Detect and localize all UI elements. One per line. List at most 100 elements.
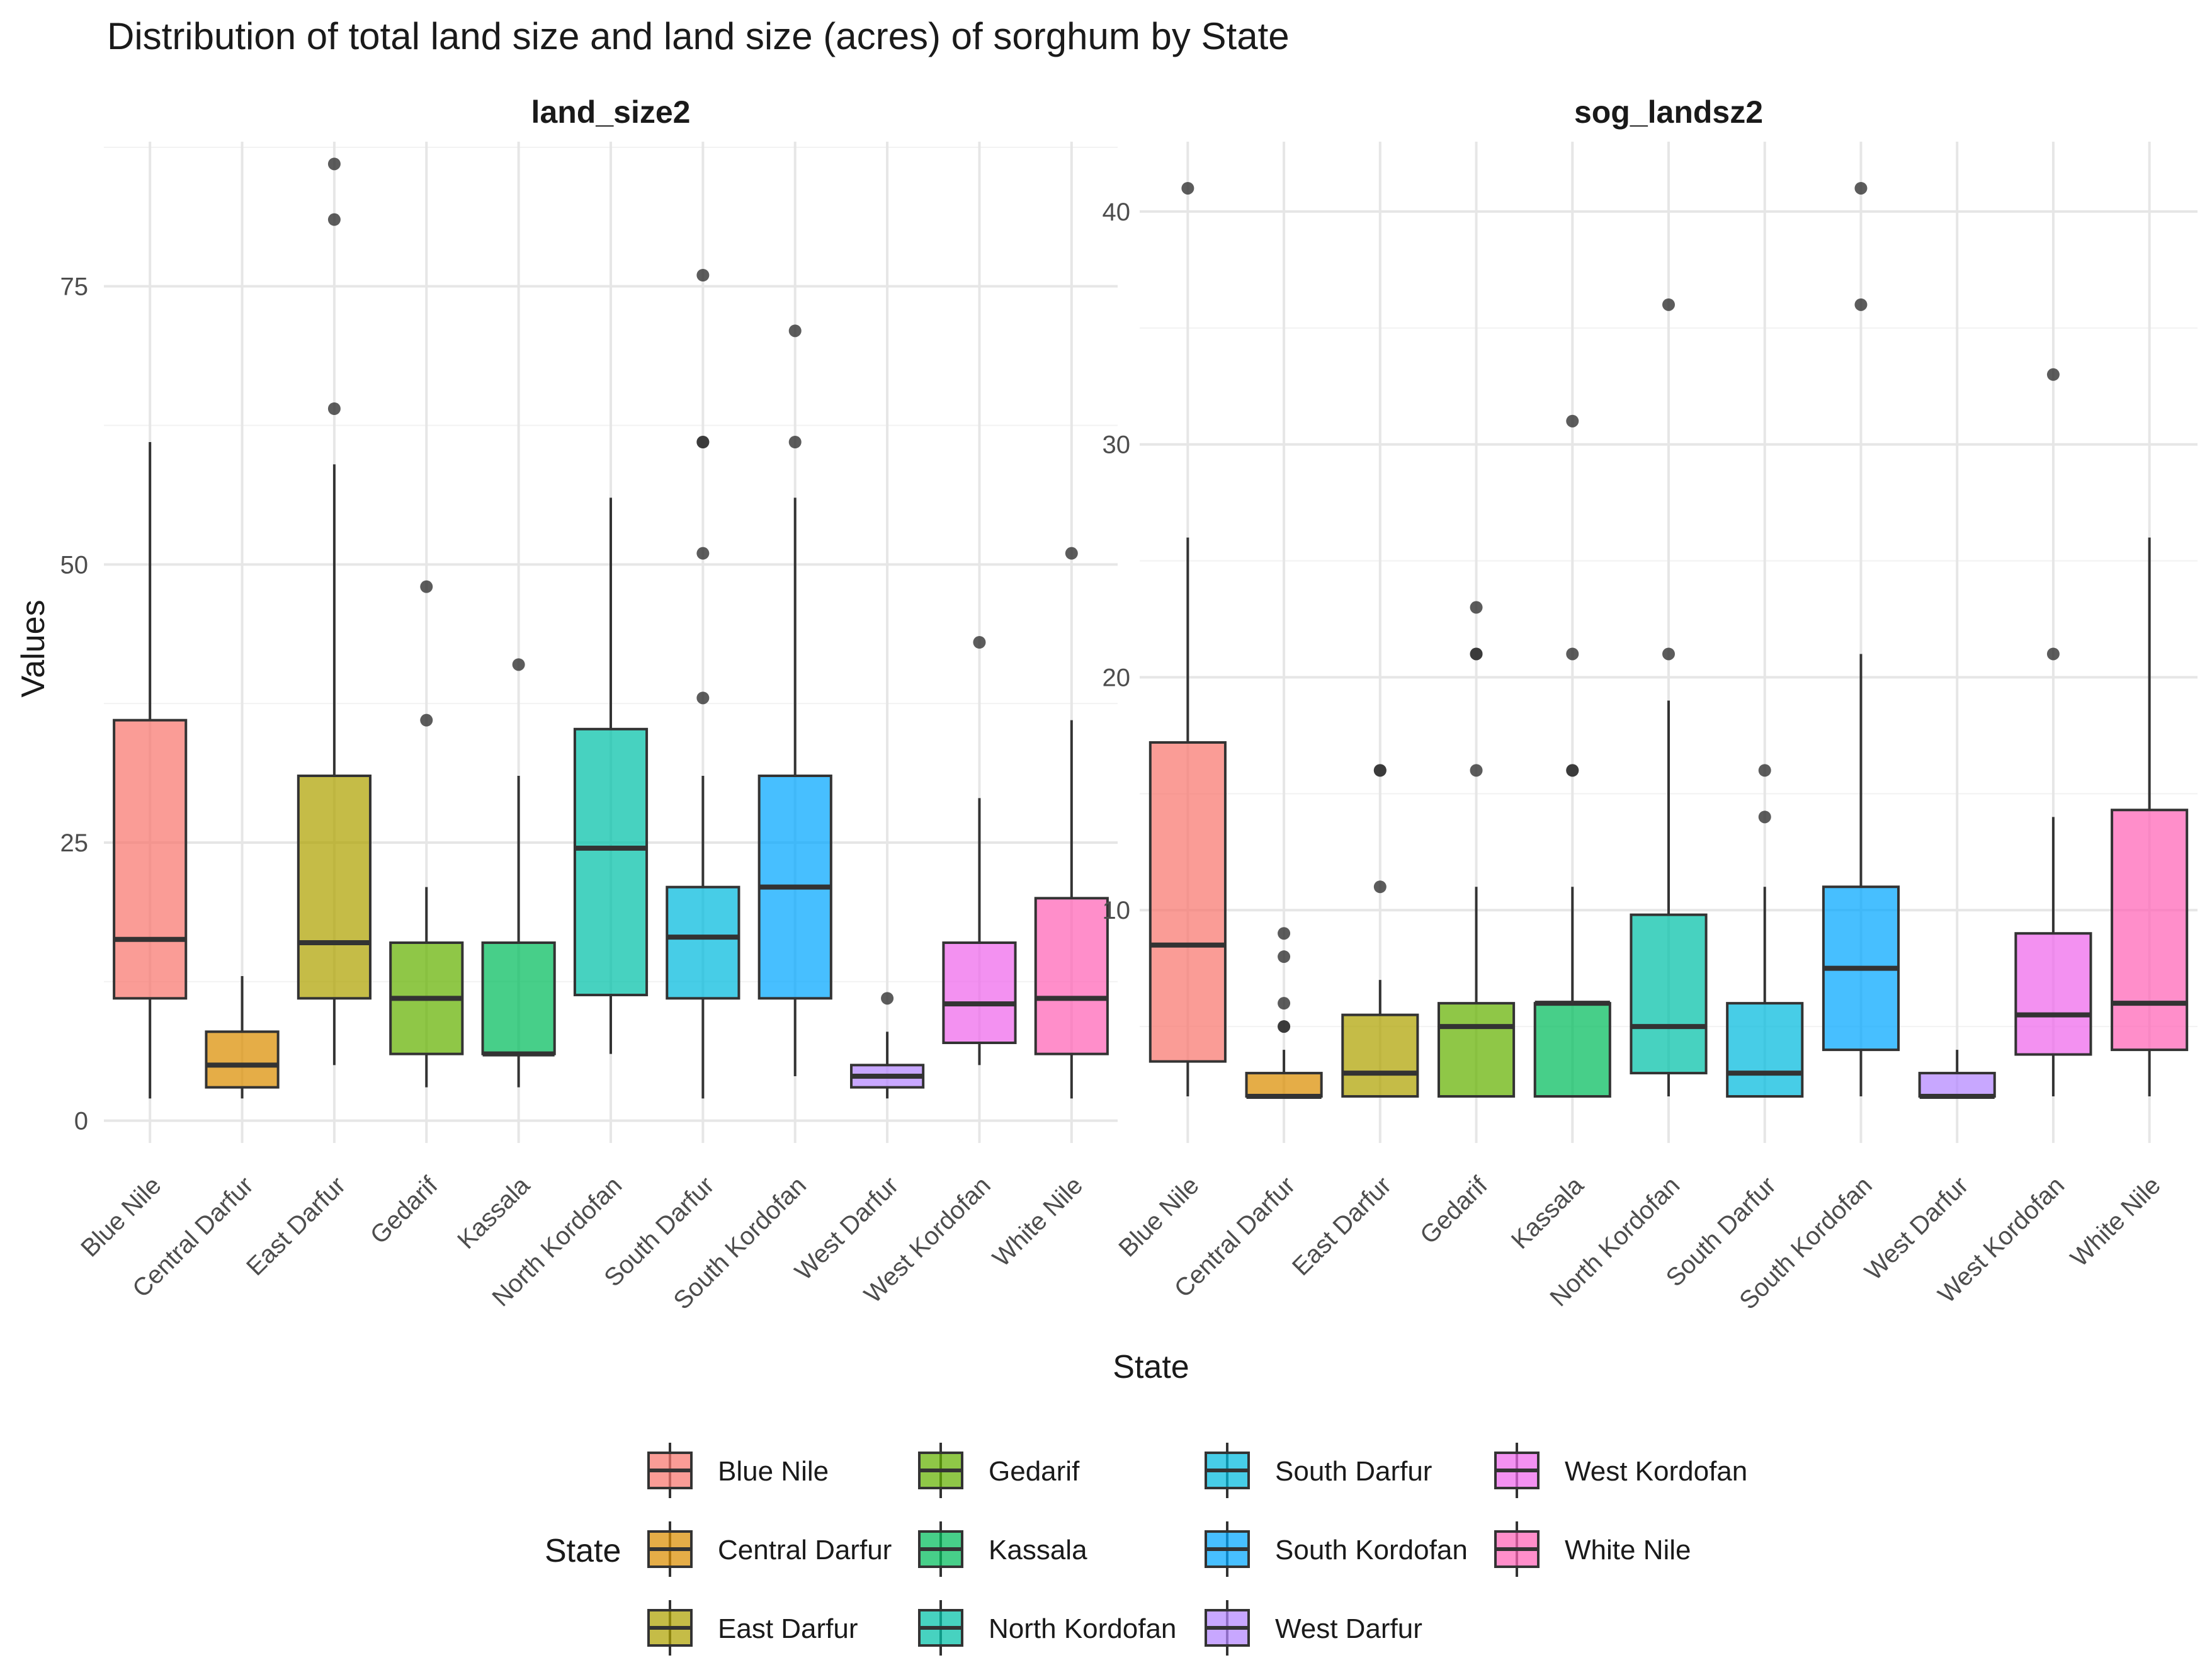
y-tick-label: 50 — [60, 551, 89, 579]
box-body — [297, 775, 372, 1000]
outlier-point — [420, 580, 433, 593]
box-west-darfur — [850, 992, 925, 1099]
box-body — [1034, 897, 1109, 1055]
outlier-point — [327, 402, 341, 415]
y-tick-label: 75 — [60, 273, 89, 301]
box-body — [1630, 913, 1708, 1075]
legend-item-central-darfur: Central Darfur — [647, 1521, 892, 1577]
legend-item-kassala: Kassala — [918, 1521, 1087, 1577]
outlier-point — [1373, 764, 1387, 777]
box-west-kordofan — [942, 636, 1017, 1065]
x-tick-label: Kassala — [452, 1171, 535, 1254]
y-axis-title: Values — [15, 600, 52, 697]
outlier-point — [327, 213, 341, 226]
box-south-kordofan — [1822, 181, 1900, 1097]
y-tick-label: 25 — [60, 829, 89, 857]
outlier-point — [327, 157, 341, 171]
box-central-darfur — [1245, 927, 1323, 1100]
outlier-point — [788, 436, 802, 448]
outlier-point — [1662, 298, 1675, 311]
legend-item-north-kordofan: North Kordofan — [918, 1600, 1176, 1656]
legend-item-white-nile: White Nile — [1494, 1521, 1691, 1577]
box-body — [1149, 741, 1227, 1063]
box-body — [1726, 1002, 1804, 1098]
outlier-point — [696, 547, 710, 560]
chart-title: Distribution of total land size and land… — [107, 15, 1290, 57]
box-blue-nile — [113, 442, 188, 1099]
x-tick-label: Kassala — [1506, 1171, 1589, 1254]
box-body — [2014, 932, 2092, 1056]
box-gedarif — [389, 580, 464, 1088]
box-north-kordofan — [1630, 298, 1708, 1097]
box-white-nile — [2111, 537, 2189, 1097]
y-tick-label: 20 — [1103, 664, 1131, 691]
box-body — [1245, 1072, 1323, 1098]
outlier-point — [696, 269, 710, 281]
outlier-point — [1470, 601, 1483, 614]
outlier-point — [1758, 764, 1771, 777]
box-body — [1918, 1072, 1996, 1098]
box-blue-nile — [1149, 181, 1227, 1097]
x-tick-label: Gedarif — [1415, 1171, 1493, 1249]
outlier-point — [973, 636, 986, 649]
box-gedarif — [1437, 601, 1516, 1098]
box-body — [2111, 809, 2189, 1052]
legend-item-south-kordofan: South Kordofan — [1205, 1521, 1468, 1577]
y-tick-label: 10 — [1103, 897, 1131, 924]
legend-item-blue-nile: Blue Nile — [647, 1443, 829, 1498]
outlier-point — [1566, 764, 1579, 777]
outlier-point — [1470, 647, 1483, 661]
box-white-nile — [1034, 547, 1109, 1099]
outlier-point — [1278, 950, 1291, 963]
legend-title: State — [545, 1533, 621, 1569]
box-west-kordofan — [2014, 368, 2092, 1097]
outlier-point — [2046, 647, 2060, 661]
outlier-point — [1278, 997, 1291, 1010]
legend-label: West Darfur — [1275, 1613, 1422, 1644]
box-kassala — [481, 658, 556, 1088]
box-south-darfur — [666, 269, 740, 1099]
box-body — [113, 719, 188, 1000]
box-east-darfur — [1341, 764, 1419, 1098]
box-body — [1533, 1002, 1611, 1098]
outlier-point — [1278, 1020, 1291, 1033]
outlier-point — [1278, 927, 1291, 940]
outlier-point — [1854, 298, 1868, 311]
box-kassala — [1533, 414, 1611, 1098]
legend-item-gedarif: Gedarif — [918, 1443, 1080, 1498]
box-body — [1437, 1002, 1516, 1098]
legend-item-south-darfur: South Darfur — [1205, 1443, 1432, 1498]
y-tick-label: 40 — [1103, 198, 1131, 226]
legend-item-east-darfur: East Darfur — [647, 1600, 858, 1656]
legend-label: East Darfur — [718, 1613, 858, 1644]
box-east-darfur — [297, 157, 372, 1065]
outlier-point — [1065, 547, 1078, 560]
x-tick-label: White Nile — [2065, 1171, 2166, 1272]
box-body — [666, 885, 740, 1000]
x-tick-label: Blue Nile — [76, 1171, 166, 1262]
outlier-point — [1566, 414, 1579, 428]
legend-label: West Kordofan — [1565, 1456, 1747, 1487]
facet-label-land-size2: land_size2 — [531, 94, 691, 130]
x-tick-label: Blue Nile — [1113, 1171, 1204, 1262]
outlier-point — [420, 713, 433, 727]
outlier-point — [1373, 880, 1387, 894]
outlier-point — [1758, 810, 1771, 824]
outlier-point — [881, 992, 894, 1005]
y-tick-label: 0 — [74, 1108, 88, 1135]
outlier-point — [1470, 764, 1483, 777]
outlier-point — [696, 691, 710, 705]
legend-label: North Kordofan — [989, 1613, 1176, 1644]
outlier-point — [1854, 181, 1868, 195]
legend: State Blue Nile Central Darfur East Darfur… — [545, 1443, 1747, 1656]
box-north-kordofan — [573, 497, 649, 1054]
legend-label: Central Darfur — [718, 1535, 892, 1566]
legend-label: Gedarif — [989, 1456, 1080, 1487]
facet-label-sog-landsz2: sog_landsz2 — [1574, 94, 1763, 130]
outlier-point — [2046, 368, 2060, 381]
legend-label: Kassala — [989, 1535, 1087, 1566]
outlier-point — [696, 436, 710, 448]
